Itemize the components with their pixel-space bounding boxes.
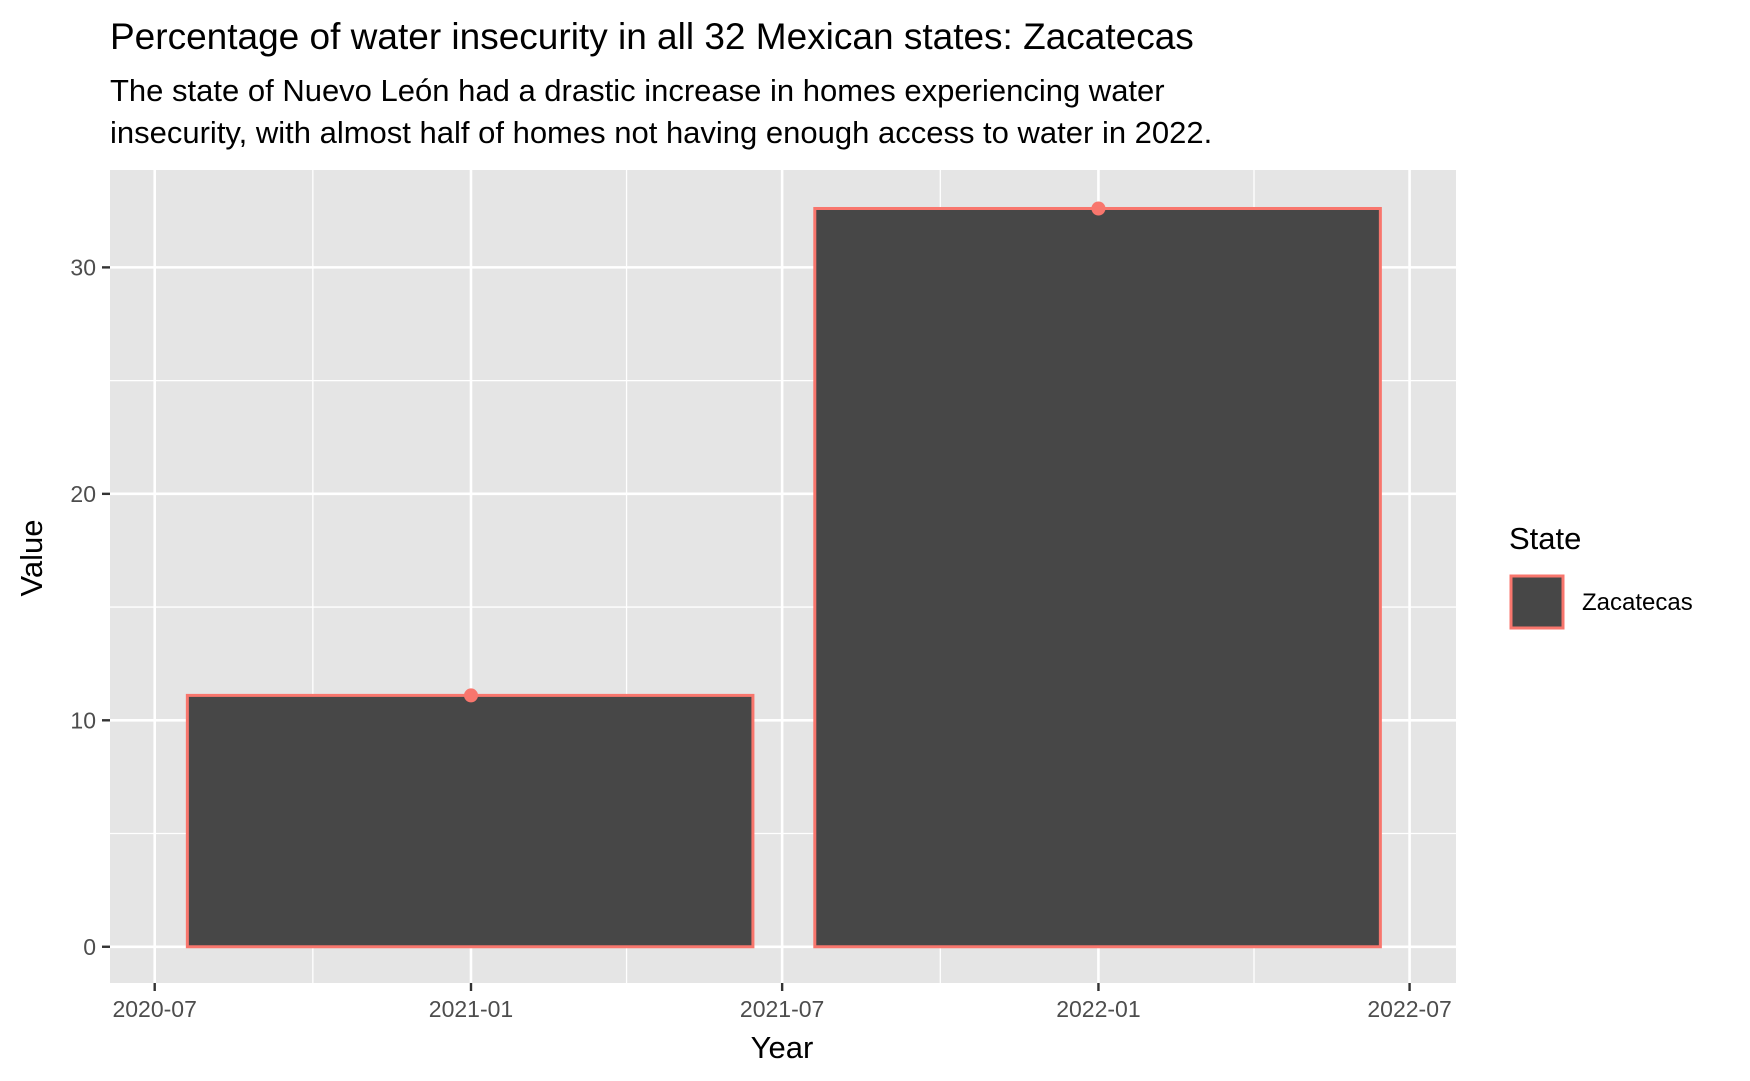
y-tick-label: 10 (70, 707, 96, 733)
bar-2022-01 (813, 206, 1382, 949)
point-2021-01 (463, 688, 478, 703)
chart-subtitle-line-1: The state of Nuevo León had a drastic in… (110, 73, 1165, 108)
bar-2021-01 (185, 693, 755, 949)
x-tick-label: 2021-01 (429, 996, 513, 1022)
legend-key-zacatecas (1509, 574, 1565, 630)
point-2022-01 (1091, 201, 1106, 216)
legend-label-zacatecas: Zacatecas (1582, 589, 1693, 616)
x-tick-label: 2021-07 (740, 996, 824, 1022)
y-axis-title: Value (14, 520, 49, 597)
x-tick-label: 2022-07 (1367, 996, 1451, 1022)
y-tick-label: 0 (83, 934, 96, 960)
x-axis: 2020-07 2021-01 2021-07 2022-01 2022-07 (112, 983, 1452, 1022)
x-tick-label: 2020-07 (112, 996, 196, 1022)
y-axis: 0 10 20 30 (70, 254, 110, 960)
legend-title: State (1509, 521, 1581, 556)
chart-subtitle-line-2: insecurity, with almost half of homes no… (110, 115, 1212, 150)
chart-title: Percentage of water insecurity in all 32… (110, 16, 1194, 57)
x-tick-label: 2022-01 (1056, 996, 1140, 1022)
legend: State Zacatecas (1509, 521, 1693, 630)
data-points (463, 201, 1106, 703)
y-tick-label: 20 (70, 481, 96, 507)
x-axis-title: Year (751, 1030, 814, 1065)
y-tick-label: 30 (70, 254, 96, 280)
